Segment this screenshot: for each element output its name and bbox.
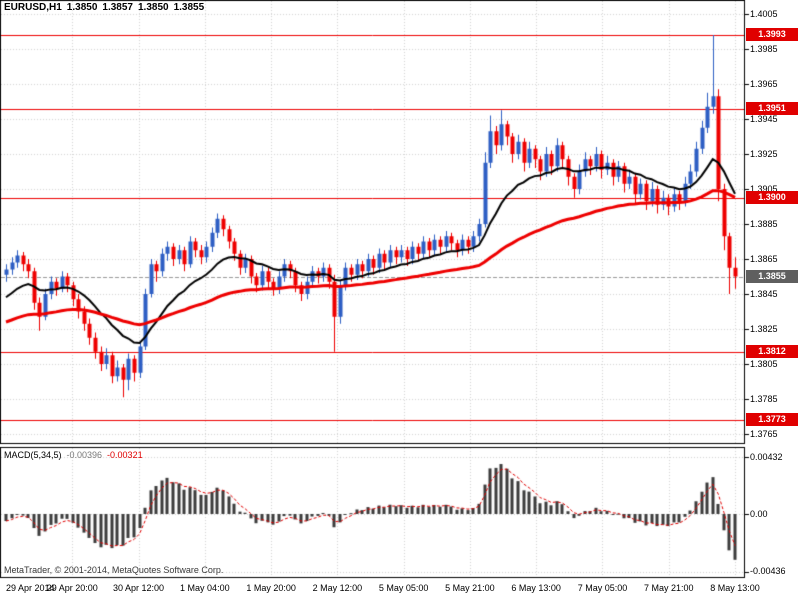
- price-tick-label: 1.3765: [750, 428, 778, 439]
- time-axis-label: 1 May 20:00: [246, 583, 296, 593]
- price-tick-label: 1.3925: [750, 148, 778, 159]
- symbol-timeframe-label: EURUSD,H1: [4, 2, 62, 13]
- macd-tick-label: -0.00436: [750, 566, 786, 576]
- time-axis-label: 5 May 05:00: [378, 583, 429, 593]
- quote-high: 1.3857: [102, 2, 133, 13]
- price-tick-label: 1.3905: [750, 183, 778, 194]
- time-axis-label: 1 May 04:00: [180, 583, 230, 593]
- price-tick-label: 1.3945: [750, 113, 778, 124]
- macd-indicator-label: MACD(5,34,5) -0.00396 -0.00321: [4, 450, 148, 460]
- copyright-text: MetaTrader, © 2001-2014, MetaQuotes Soft…: [4, 565, 224, 575]
- macd-tick-label: 0.00432: [750, 451, 783, 462]
- price-tick-label: 1.3885: [750, 218, 778, 229]
- time-axis-label: 8 May 13:00: [710, 583, 760, 593]
- price-level-label[interactable]: 1.3951: [746, 101, 798, 115]
- price-tick-label: 1.3825: [750, 323, 778, 334]
- time-axis-label: 6 May 13:00: [511, 583, 561, 593]
- price-tick-label: 1.4005: [750, 8, 778, 19]
- time-axis-label: 30 Apr 12:00: [113, 583, 165, 593]
- time-axis-label: 7 May 21:00: [643, 583, 694, 593]
- price-level-label[interactable]: 1.3812: [746, 344, 798, 358]
- macd-name-label: MACD(5,34,5): [4, 450, 62, 460]
- macd-value: -0.00396: [66, 450, 103, 460]
- quote-low: 1.3850: [137, 2, 169, 13]
- time-axis-label: 7 May 05:00: [577, 583, 628, 593]
- price-tick-label: 1.3845: [750, 288, 778, 299]
- price-tick-label: 1.3985: [750, 43, 778, 54]
- price-tick-label: 1.3965: [750, 78, 778, 89]
- price-level-label[interactable]: 1.3773: [746, 413, 798, 426]
- time-axis-label: 29 Apr 2014: [6, 583, 55, 593]
- price-level-label[interactable]: 1.3993: [746, 28, 798, 41]
- current-price-label: 1.3855: [746, 269, 798, 283]
- macd-tick-label: 0.00: [750, 508, 768, 519]
- quote-open: 1.3850: [66, 2, 98, 13]
- price-tick-label: 1.3785: [750, 393, 778, 404]
- time-axis-label: 5 May 21:00: [445, 583, 495, 593]
- macd-signal-value: -0.00321: [107, 450, 143, 460]
- price-tick-label: 1.3865: [750, 253, 778, 264]
- quote-close: 1.3855: [173, 2, 205, 13]
- symbol-quote-line: EURUSD,H1 1.3850 1.3857 1.3850 1.3855: [4, 2, 209, 13]
- time-axis-label: 2 May 12:00: [312, 583, 363, 593]
- price-tick-label: 1.3805: [750, 358, 778, 369]
- price-level-label[interactable]: 1.3900: [746, 190, 798, 204]
- time-axis-label: 29 Apr 20:00: [46, 583, 98, 593]
